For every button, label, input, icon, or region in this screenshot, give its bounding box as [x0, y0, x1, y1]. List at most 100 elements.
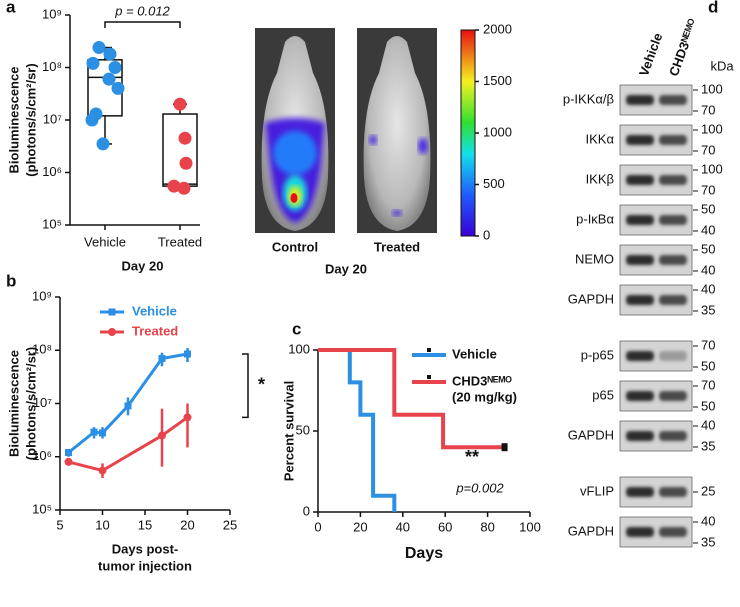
x-tick-label: 20 — [353, 519, 367, 534]
x-axis-label: tumor injection — [98, 558, 192, 573]
legend-label: Treated — [132, 323, 178, 338]
legend-marker — [108, 308, 116, 316]
blot-label: p65 — [592, 387, 614, 402]
blot-marker: 50 — [701, 358, 715, 373]
x-axis-label: Days post- — [112, 541, 178, 556]
y-tick-label: 100 — [288, 341, 310, 356]
data-point — [92, 41, 106, 55]
data-point — [158, 354, 166, 362]
x-tick-label: 5 — [56, 517, 63, 532]
data-point — [85, 113, 99, 127]
x-tick-label: Vehicle — [84, 234, 126, 249]
blot-band — [626, 215, 654, 225]
x-axis-label: Day 20 — [122, 258, 164, 273]
p-value: p=0.002 — [455, 480, 504, 495]
survival-curve — [318, 348, 397, 512]
survival-curve — [318, 348, 505, 450]
blot-band — [626, 95, 654, 105]
blot-marker: 40 — [701, 281, 715, 296]
blot-band — [659, 351, 687, 361]
blot-marker: 70 — [701, 102, 715, 117]
legend-dose: (20 mg/kg) — [452, 389, 517, 404]
signal — [273, 131, 317, 175]
colorbar-tick-label: 0 — [483, 227, 490, 242]
blot-label: GAPDH — [568, 291, 614, 306]
blot-unit: kDa — [710, 58, 734, 73]
y-axis-label: Bioluminescence — [6, 67, 21, 174]
blot-label: p-IKKα/β — [563, 91, 614, 106]
blot-band — [659, 295, 687, 305]
significance-bracket — [242, 353, 249, 419]
x-tick-label: 20 — [180, 517, 194, 532]
data-point — [173, 97, 187, 111]
legend-label: Vehicle — [132, 303, 177, 318]
x-tick-label: Treated — [158, 234, 202, 249]
blot-band — [626, 255, 654, 265]
data-point — [99, 429, 106, 437]
blot-marker: 40 — [701, 222, 715, 237]
blot-marker: 100 — [701, 121, 723, 136]
blot-label: p-p65 — [581, 347, 614, 362]
data-point — [64, 457, 73, 466]
blot-band — [659, 215, 687, 225]
blot-band — [626, 295, 654, 305]
data-point — [158, 431, 166, 440]
data-point — [183, 413, 192, 422]
data-point — [111, 81, 125, 95]
image-caption: Day 20 — [325, 261, 367, 276]
y-axis-label: (photons/s/cm²/sr) — [23, 63, 38, 176]
image-label: Treated — [374, 239, 420, 254]
blot-band — [659, 135, 687, 145]
mouse — [363, 36, 431, 231]
signal — [290, 193, 298, 203]
blot-label: GAPDH — [568, 523, 614, 538]
y-tick-label: 10⁶ — [32, 448, 52, 463]
significance-bracket — [104, 21, 181, 28]
colorbar-tick-label: 1000 — [483, 124, 512, 139]
blot-band — [659, 431, 687, 441]
y-tick-label: 10⁷ — [33, 395, 52, 410]
y-tick-label: 10⁵ — [42, 216, 62, 231]
data-point — [184, 350, 191, 358]
y-tick-label: 10⁶ — [42, 164, 62, 179]
blot-marker: 70 — [701, 337, 715, 352]
x-tick-label: 60 — [438, 519, 452, 534]
blot-band — [626, 431, 654, 441]
panel-label: a — [6, 0, 16, 16]
data-point — [86, 56, 100, 70]
data-point — [177, 181, 191, 195]
series-line — [67, 352, 188, 454]
blot-marker: 100 — [701, 161, 723, 176]
data-point — [96, 137, 110, 151]
y-axis-label: (photons/s/cm²/sr) — [23, 347, 38, 460]
colorbar-tick-label: 2000 — [483, 21, 512, 36]
blot-marker: 35 — [701, 438, 715, 453]
x-tick-label: 100 — [519, 519, 541, 534]
blot-marker: 100 — [701, 81, 723, 96]
x-tick-label: 40 — [396, 519, 410, 534]
blot-marker: 50 — [701, 201, 715, 216]
colorbar-tick-label: 500 — [483, 176, 505, 191]
x-tick-label: 80 — [480, 519, 494, 534]
blot-column-label: CHD3ᴺᴱᴹᴼ — [666, 17, 701, 79]
legend-label: Vehicle — [452, 346, 497, 361]
legend-marker — [108, 328, 116, 336]
legend-censor — [427, 348, 431, 352]
panel-label: b — [6, 271, 16, 290]
data-point — [108, 61, 122, 74]
legend-censor — [427, 375, 431, 379]
blot-marker: 35 — [701, 302, 715, 317]
blot-band — [626, 351, 654, 361]
blot-marker: 40 — [701, 417, 715, 432]
blot-column-label: Vehicle — [636, 31, 665, 78]
blot-label: IKKα — [586, 131, 615, 146]
blot-band — [659, 527, 687, 537]
blot-marker: 70 — [701, 377, 715, 392]
data-point — [102, 72, 116, 86]
legend-label: CHD3ᴺᴱᴹᴼ — [452, 373, 512, 388]
colorbar — [460, 29, 476, 237]
blot-marker: 40 — [701, 513, 715, 528]
panel-label: d — [708, 0, 718, 16]
blot-label: vFLIP — [580, 483, 614, 498]
